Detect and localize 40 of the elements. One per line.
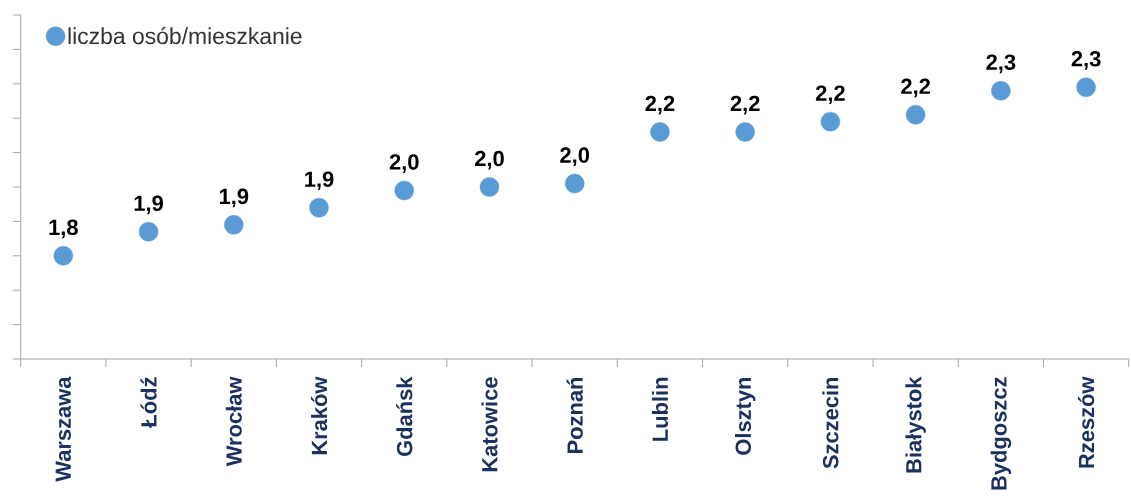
x-tick-label: Wrocław	[225, 376, 242, 467]
data-label: 1,9	[134, 195, 163, 215]
data-label: 2,2	[901, 78, 930, 98]
point	[394, 180, 414, 201]
x-tick-label: Szczecin	[822, 377, 839, 469]
data-label: 2,2	[815, 85, 845, 105]
point	[479, 177, 500, 197]
data-label: 2,2	[730, 95, 760, 115]
point	[565, 173, 585, 194]
data-label: 2,3	[986, 54, 1016, 74]
data-label: 2,0	[560, 147, 590, 167]
x-tick-label: Warszawa	[55, 376, 71, 482]
x-tick-label: Białystok	[905, 376, 926, 473]
x-tick-label: Bydgoszcz	[990, 377, 1012, 490]
point	[650, 122, 670, 142]
data-label: 2,3	[1071, 51, 1101, 70]
data-label: 2,2	[645, 95, 675, 115]
x-tick-label: Olsztyn	[734, 377, 756, 455]
point	[820, 111, 841, 132]
x-tick-label: Katowice	[481, 377, 498, 472]
x-tick-label: Poznań	[566, 377, 583, 453]
point	[138, 222, 159, 242]
data-label: 1,9	[219, 188, 249, 208]
point	[905, 105, 926, 125]
x-tick-label: Gdańsk	[396, 376, 413, 457]
point	[309, 197, 329, 218]
data-label: 2,0	[389, 154, 419, 173]
point	[1076, 77, 1096, 97]
x-tick-label: Łódź	[140, 377, 157, 428]
x-tick-label: Kraków	[310, 376, 328, 455]
legend-label: liczba osób/mieszkanie	[68, 27, 302, 45]
point	[53, 246, 74, 266]
data-label: 2,0	[475, 150, 504, 170]
x-tick-label: Rzeszów	[1077, 376, 1095, 468]
x-tick-label: Lublin	[651, 377, 668, 441]
data-label: 1,8	[49, 219, 78, 239]
point	[991, 80, 1011, 101]
data-label: 1,9	[305, 171, 334, 191]
point	[224, 215, 244, 235]
point	[735, 122, 755, 142]
